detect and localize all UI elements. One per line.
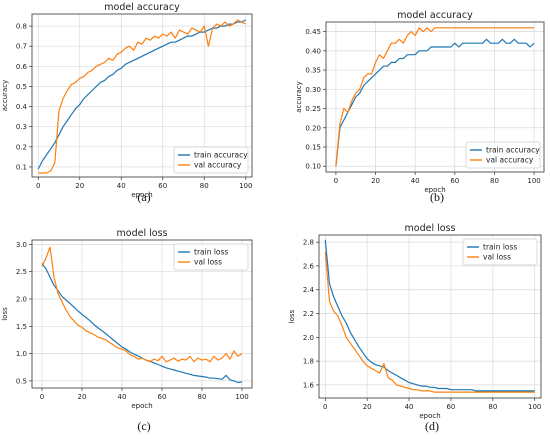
chart-panel-1: model accuracy 0 20 40 60 80 100 0.1 0.2 0.3 0.4 0.… [1,2,252,204]
x-tick-label: 60 [158,393,167,401]
panel-caption: (a) [137,190,150,204]
y-tick-label: 2.0 [16,295,27,303]
y-tick-label: 2.8 [303,239,314,247]
y-tick-label: 0.8 [16,23,27,31]
y-tick-label: 0.35 [305,67,321,75]
x-tick-label: 80 [198,393,207,401]
y-tick-label: 0.5 [16,83,27,91]
y-tick-label: 2.2 [303,310,314,318]
plot-frame [31,239,253,389]
y-tick-label: 0.25 [305,105,321,113]
y-tick-label: 0.20 [305,124,321,132]
y-tick-label: 0.4 [16,103,28,111]
y-tick-label: 3.0 [16,241,27,249]
series-line-val-accuracy [335,27,535,167]
x-tick-label: 20 [363,403,372,411]
y-tick-label: 2.0 [303,334,314,342]
x-tick-label: 0 [40,393,44,401]
x-tick-label: 80 [490,177,499,185]
x-tick-label: 100 [235,393,248,401]
x-tick-label: 100 [527,177,540,185]
legend-label: val accuracy [486,156,534,165]
x-tick-label: 80 [488,403,497,411]
legend-label: train accuracy [486,146,540,155]
y-tick-label: 1.5 [16,323,27,331]
x-tick-label: 20 [371,177,380,185]
chart-title: model loss [405,223,456,234]
x-tick-label: 40 [411,177,420,185]
y-tick-label: 0.7 [16,43,27,51]
y-tick-label: 0.6 [16,63,28,71]
y-tick-label: 1.8 [303,358,314,366]
y-tick-label: 0.45 [305,28,321,36]
series-line-val-loss [324,251,535,393]
chart-title: model accuracy [104,2,180,13]
y-tick-label: 1.6 [303,381,315,389]
series-line-train-accuracy [37,19,247,170]
y-tick-label: 0.2 [16,143,27,151]
x-tick-label: 20 [78,393,87,401]
x-tick-label: 0 [334,177,338,185]
y-axis-label: accuracy [1,80,9,112]
chart-panel-3: model loss 0 20 40 60 80 100 0.5 1.0 1.5 2.0 2.5 3.0… [1,228,253,433]
x-axis-label: epoch [419,412,440,420]
y-tick-label: 2.6 [303,262,315,270]
y-tick-label: 0.1 [16,163,27,171]
x-tick-label: 60 [446,403,455,411]
x-tick-label: 40 [118,393,127,401]
y-tick-label: 0.10 [305,163,321,171]
plot-frame [318,234,542,399]
x-tick-label: 60 [158,182,167,190]
x-tick-label: 100 [528,403,541,411]
y-tick-label: 2.5 [16,268,27,276]
x-tick-label: 100 [239,182,252,190]
legend-label: val loss [483,253,511,262]
panel-caption: (c) [137,419,150,433]
legend-label: train loss [483,243,517,252]
legend-box [462,238,538,266]
x-tick-label: 40 [405,403,414,411]
chart-panel-2: model accuracy 0 20 40 60 80 100 0.10 0.15 0.20 0.… [295,10,545,204]
x-tick-label: 80 [200,182,209,190]
y-tick-label: 0.15 [305,144,321,152]
legend-label: val accuracy [194,161,242,170]
chart-title: model accuracy [397,10,473,21]
series-line-val-loss [41,246,243,363]
y-axis-label: accuracy [295,81,303,113]
series-line-train-accuracy [335,38,535,167]
x-tick-label: 60 [450,177,459,185]
x-tick-label: 0 [323,403,327,411]
legend-box [173,243,249,271]
series-line-train-loss [324,239,535,392]
y-axis-label: loss [288,309,296,323]
chart-title: model loss [117,228,168,239]
legend-label: train loss [194,248,228,257]
x-tick-label: 20 [75,182,84,190]
y-tick-label: 2.4 [303,286,315,294]
x-tick-label: 40 [117,182,126,190]
y-tick-label: 0.30 [305,86,321,94]
y-axis-label: loss [1,307,9,321]
plot-frame [31,13,253,178]
legend-box [173,146,249,174]
legend-box [465,141,541,169]
legend-label: train accuracy [194,151,248,160]
panel-caption: (b) [430,190,444,204]
plot-frame [325,21,545,173]
x-axis-label: epoch [131,402,152,410]
series-line-val-accuracy [38,19,247,174]
legend-label: val loss [194,258,222,267]
y-tick-label: 0.5 [16,377,27,385]
y-tick-label: 1.0 [16,350,27,358]
x-axis-label: epoch [424,186,445,194]
x-axis-label: epoch [131,191,152,199]
x-tick-label: 0 [36,182,40,190]
y-tick-label: 0.40 [305,47,321,55]
chart-panel-4: model loss 0 20 40 60 80 100 1.6 1.8 2.0 2.2 2.4 2.6… [288,223,541,433]
panel-caption: (d) [425,419,439,433]
y-tick-label: 0.3 [16,123,27,131]
series-line-train-loss [41,263,243,384]
